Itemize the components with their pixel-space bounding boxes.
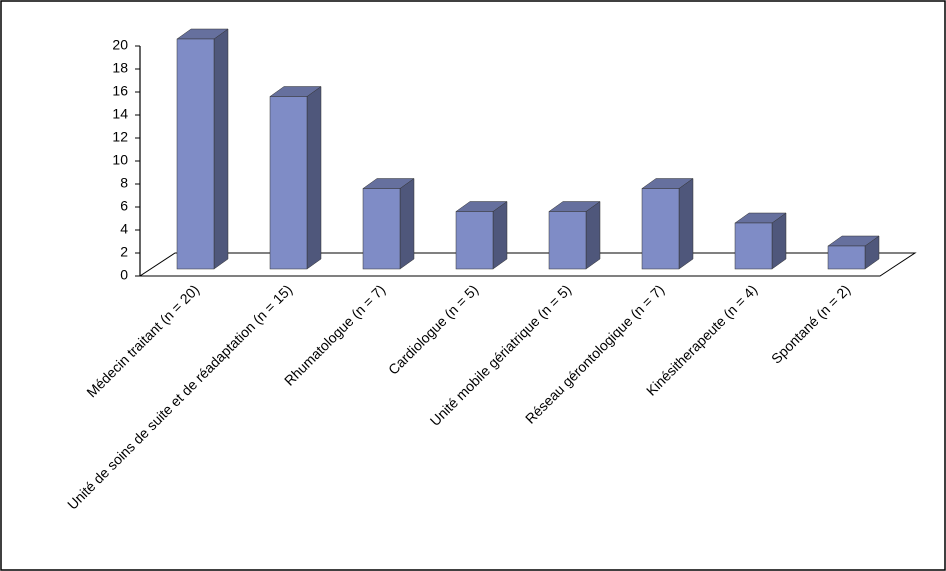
y-tick-label: 14: [112, 106, 128, 122]
bar: [827, 245, 866, 270]
y-tick-label: 18: [112, 60, 128, 76]
y-tick-label: 0: [120, 267, 128, 283]
bar: [362, 188, 401, 270]
floor: [138, 252, 917, 277]
bar-side: [399, 178, 415, 270]
y-tick-label: 10: [112, 152, 128, 168]
bar-side: [678, 178, 694, 270]
y-tick-label: 20: [112, 37, 128, 53]
y-tick-label: 12: [112, 129, 128, 145]
y-tick-label: 16: [112, 83, 128, 99]
y-tick-label: 8: [120, 175, 128, 191]
bar: [269, 96, 308, 270]
y-tick-label: 6: [120, 198, 128, 214]
bar-side: [306, 86, 322, 270]
bar: [176, 38, 215, 270]
bar-side: [213, 28, 229, 270]
bar-side: [492, 201, 508, 270]
bar: [455, 211, 494, 270]
bar-side: [585, 201, 601, 270]
bar: [641, 188, 680, 270]
y-tick-label: 2: [120, 244, 128, 260]
bar: [734, 222, 773, 270]
bar: [548, 211, 587, 270]
y-tick-label: 4: [120, 221, 128, 237]
